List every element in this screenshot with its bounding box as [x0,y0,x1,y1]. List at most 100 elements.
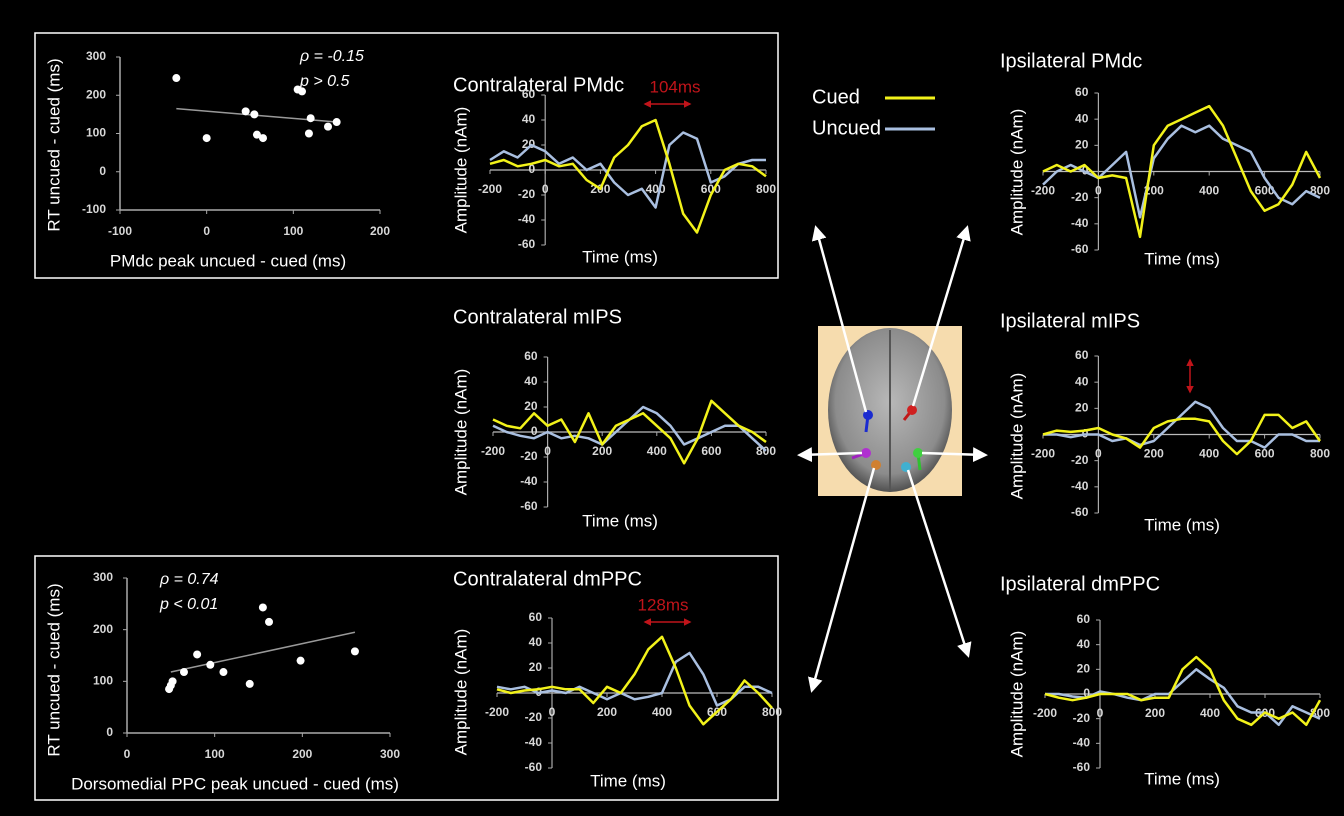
scatter-point [250,110,258,118]
scatter-point [324,123,332,131]
x-tick-label: 600 [701,444,721,458]
y-tick-label: 60 [529,610,543,624]
x-tick-label: -200 [485,705,509,719]
scatter-point [265,618,273,626]
x-tick-label: 100 [205,747,225,761]
x-tick-label: 0 [1097,706,1104,720]
y-axis-label: RT uncued - cued (ms) [44,583,63,756]
chart-title: Contralateral dmPPC [453,568,642,590]
x-tick-label: 800 [756,444,776,458]
y-axis-label: Amplitude (nAm) [1007,373,1026,500]
y-tick-label: 300 [93,570,113,584]
stat-annotation: p < 0.01 [159,596,218,613]
y-tick-label: -20 [1071,190,1089,204]
x-tick-label: -100 [108,224,132,238]
x-tick-label: 200 [592,444,612,458]
y-axis-label: Amplitude (nAm) [1007,631,1026,758]
x-tick-label: 0 [544,444,551,458]
stat-annotation: p > 0.5 [299,73,349,90]
y-tick-label: 20 [1075,401,1089,415]
legend-label: Cued [812,86,860,108]
x-tick-label: 0 [203,224,210,238]
x-tick-label: 300 [380,747,400,761]
y-tick-label: 100 [93,674,113,688]
stat-annotation: ρ = 0.74 [159,571,219,588]
chart-title: Ipsilateral mIPS [1000,310,1140,332]
stat-annotation: ρ = -0.15 [299,48,364,65]
x-axis-label: Time (ms) [1144,249,1220,268]
x-tick-label: 400 [647,444,667,458]
y-tick-label: -20 [1073,711,1091,725]
chart-title: Contralateral PMdc [453,74,624,96]
scatter-point [259,603,267,611]
x-tick-label: -200 [1031,184,1055,198]
y-tick-label: -40 [518,212,536,226]
x-axis-label: Time (ms) [590,771,666,790]
scatter-point [193,650,201,658]
y-tick-label: 200 [93,622,113,636]
scatter-point [169,677,177,685]
scatter-point [246,680,254,688]
y-axis-label: RT uncued - cued (ms) [44,58,63,231]
y-tick-label: -60 [518,237,536,251]
y-tick-label: -40 [525,735,543,749]
x-tick-label: 200 [597,705,617,719]
y-tick-label: 40 [1075,111,1089,125]
scatter-point [351,647,359,655]
x-tick-label: 0 [1095,184,1102,198]
x-tick-label: -200 [1033,706,1057,720]
scatter-point [203,134,211,142]
y-tick-label: -40 [520,474,538,488]
x-axis-label: Time (ms) [582,247,658,266]
y-tick-label: 40 [522,112,536,126]
panel-frame [35,556,778,800]
figure: Cued Uncued PMdc peak uncued - cued (ms)… [0,0,1344,816]
x-tick-label: 400 [652,705,672,719]
y-tick-label: -20 [520,449,538,463]
y-tick-label: 60 [1077,612,1091,626]
x-tick-label: 0 [549,705,556,719]
brain-image [818,326,962,496]
latency-annotation: 104ms [649,77,700,96]
y-tick-label: 100 [86,126,106,140]
x-tick-label: 800 [756,182,776,196]
x-tick-label: -200 [481,444,505,458]
y-axis-label: Amplitude (nAm) [451,369,470,496]
y-tick-label: 20 [524,399,538,413]
scatter-point [172,74,180,82]
x-tick-label: 200 [1145,706,1165,720]
y-tick-label: -60 [1073,760,1091,774]
y-tick-label: 60 [1075,348,1089,362]
y-tick-label: 40 [524,374,538,388]
y-axis-label: Amplitude (nAm) [451,629,470,756]
scatter-point [206,661,214,669]
x-tick-label: 400 [1200,706,1220,720]
x-tick-label: 200 [292,747,312,761]
chart-title: Contralateral mIPS [453,306,622,328]
y-tick-label: 20 [1075,138,1089,152]
scatter-point [333,118,341,126]
scatter-point [219,668,227,676]
y-tick-label: -100 [82,202,106,216]
x-tick-label: 400 [646,182,666,196]
y-tick-label: -60 [520,499,538,513]
y-tick-label: -20 [518,187,536,201]
x-tick-label: -200 [1031,447,1055,461]
x-tick-label: 200 [370,224,390,238]
legend-label: Uncued [812,117,881,139]
y-tick-label: -20 [525,710,543,724]
x-tick-label: 0 [124,747,131,761]
y-tick-label: -60 [1071,242,1089,256]
x-tick-label: 400 [1199,447,1219,461]
scatter-point [305,130,313,138]
y-tick-label: -40 [1071,216,1089,230]
scatter-point [297,657,305,665]
scatter-point [307,114,315,122]
x-axis-label: Time (ms) [582,511,658,530]
scatter-point [259,134,267,142]
y-tick-label: -60 [525,760,543,774]
y-tick-label: 20 [1077,662,1091,676]
y-tick-label: 40 [1075,374,1089,388]
latency-annotation: 128ms [637,595,688,614]
y-tick-label: 0 [106,725,113,739]
